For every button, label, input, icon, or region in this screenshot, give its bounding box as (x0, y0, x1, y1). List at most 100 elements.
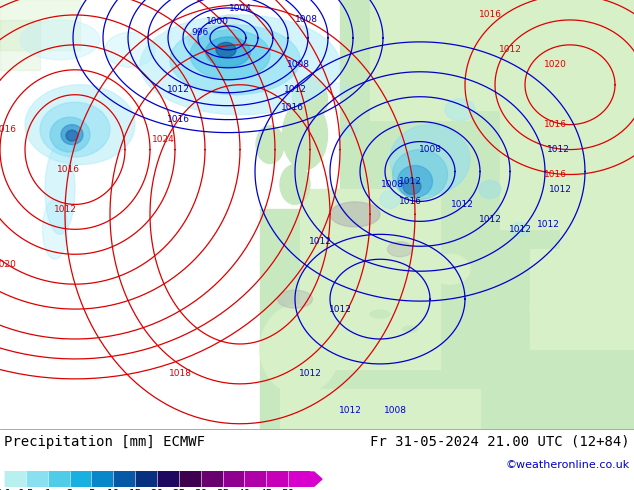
Ellipse shape (392, 149, 448, 199)
Text: 1016: 1016 (0, 125, 16, 134)
Text: 50: 50 (281, 489, 295, 490)
Ellipse shape (189, 27, 241, 52)
Text: 1020: 1020 (0, 260, 16, 269)
Text: 1016: 1016 (479, 10, 501, 20)
Ellipse shape (440, 154, 480, 184)
Text: 40: 40 (238, 489, 251, 490)
Text: 1012: 1012 (309, 237, 332, 246)
FancyArrow shape (310, 472, 322, 486)
Ellipse shape (403, 178, 421, 195)
Ellipse shape (283, 99, 328, 170)
Ellipse shape (403, 326, 418, 332)
Bar (280, 389, 480, 429)
Text: 0.1: 0.1 (0, 489, 12, 490)
Text: 45: 45 (260, 489, 273, 490)
Text: 1016: 1016 (543, 170, 567, 179)
Text: 1012: 1012 (547, 145, 569, 154)
Text: 1012: 1012 (299, 369, 321, 378)
Text: 1012: 1012 (167, 85, 190, 94)
Bar (560, 199, 634, 279)
Text: 1008: 1008 (384, 406, 406, 416)
Ellipse shape (260, 304, 340, 394)
Text: 0.5: 0.5 (18, 489, 34, 490)
Text: 1012: 1012 (479, 215, 501, 224)
Text: 20: 20 (150, 489, 164, 490)
Ellipse shape (105, 32, 155, 67)
Ellipse shape (278, 290, 313, 308)
Text: 1012: 1012 (53, 205, 77, 214)
Text: Precipitation [mm] ECMWF: Precipitation [mm] ECMWF (4, 435, 205, 449)
Bar (157, 471, 179, 487)
Ellipse shape (430, 254, 470, 284)
Ellipse shape (398, 166, 432, 197)
Text: 1012: 1012 (328, 305, 351, 314)
Ellipse shape (530, 284, 620, 334)
Text: 1012: 1012 (498, 46, 521, 54)
Ellipse shape (342, 123, 358, 136)
Text: 1008: 1008 (380, 180, 403, 189)
Ellipse shape (188, 25, 242, 55)
Text: 30: 30 (194, 489, 207, 490)
Bar (0, 20, 40, 70)
Bar (70, 471, 91, 487)
Ellipse shape (220, 15, 240, 25)
Ellipse shape (61, 124, 83, 145)
Ellipse shape (170, 25, 300, 95)
Text: 1000: 1000 (205, 18, 228, 26)
Ellipse shape (42, 199, 67, 259)
Text: 1008: 1008 (418, 145, 441, 154)
Ellipse shape (20, 20, 100, 60)
Ellipse shape (190, 30, 270, 80)
Bar (500, 30, 634, 229)
Ellipse shape (205, 37, 250, 67)
Bar (430, 0, 634, 110)
Bar (26, 471, 48, 487)
Text: 2: 2 (67, 489, 73, 490)
Bar (135, 471, 157, 487)
Text: 1012: 1012 (451, 200, 474, 209)
Bar (260, 209, 460, 429)
Ellipse shape (479, 180, 501, 198)
Text: 1024: 1024 (152, 135, 174, 144)
Ellipse shape (40, 102, 110, 157)
Text: 25: 25 (172, 489, 186, 490)
Text: 10: 10 (107, 489, 120, 490)
Text: 1016: 1016 (280, 103, 304, 112)
Ellipse shape (387, 242, 413, 257)
Ellipse shape (480, 242, 520, 277)
Bar (223, 471, 245, 487)
Ellipse shape (50, 117, 90, 152)
Ellipse shape (216, 42, 236, 57)
Ellipse shape (280, 165, 310, 204)
Text: 1012: 1012 (548, 185, 571, 194)
Bar (266, 471, 288, 487)
Text: 15: 15 (129, 489, 142, 490)
Ellipse shape (66, 130, 78, 141)
Ellipse shape (140, 15, 340, 115)
Bar (0, 0, 80, 50)
Ellipse shape (331, 83, 349, 97)
Text: 35: 35 (216, 489, 230, 490)
Ellipse shape (45, 145, 75, 234)
Bar (245, 471, 266, 487)
Ellipse shape (511, 222, 529, 236)
Ellipse shape (292, 77, 328, 122)
Text: 1012: 1012 (283, 85, 306, 94)
Text: 1016: 1016 (56, 165, 79, 174)
Bar (179, 471, 201, 487)
Text: 1012: 1012 (508, 225, 531, 234)
Text: 1018: 1018 (169, 369, 191, 378)
Ellipse shape (195, 32, 235, 52)
Text: 996: 996 (191, 28, 209, 37)
Ellipse shape (25, 85, 135, 165)
Bar (530, 249, 634, 349)
Text: 1016: 1016 (167, 115, 190, 124)
Text: 1: 1 (44, 489, 51, 490)
Text: 1012: 1012 (339, 406, 361, 416)
Text: 1016: 1016 (543, 120, 567, 129)
Ellipse shape (330, 202, 380, 227)
Bar (91, 471, 113, 487)
Bar (48, 471, 70, 487)
Bar (300, 190, 440, 369)
Ellipse shape (370, 310, 390, 318)
